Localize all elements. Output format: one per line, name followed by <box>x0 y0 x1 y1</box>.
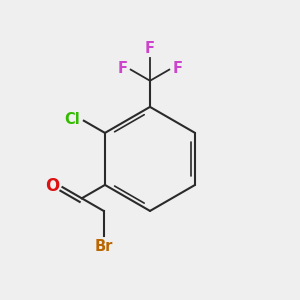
Text: F: F <box>172 61 182 76</box>
Text: Br: Br <box>94 239 113 254</box>
Text: F: F <box>145 41 155 56</box>
Text: O: O <box>45 177 59 195</box>
Text: F: F <box>118 61 128 76</box>
Text: Cl: Cl <box>64 112 80 127</box>
